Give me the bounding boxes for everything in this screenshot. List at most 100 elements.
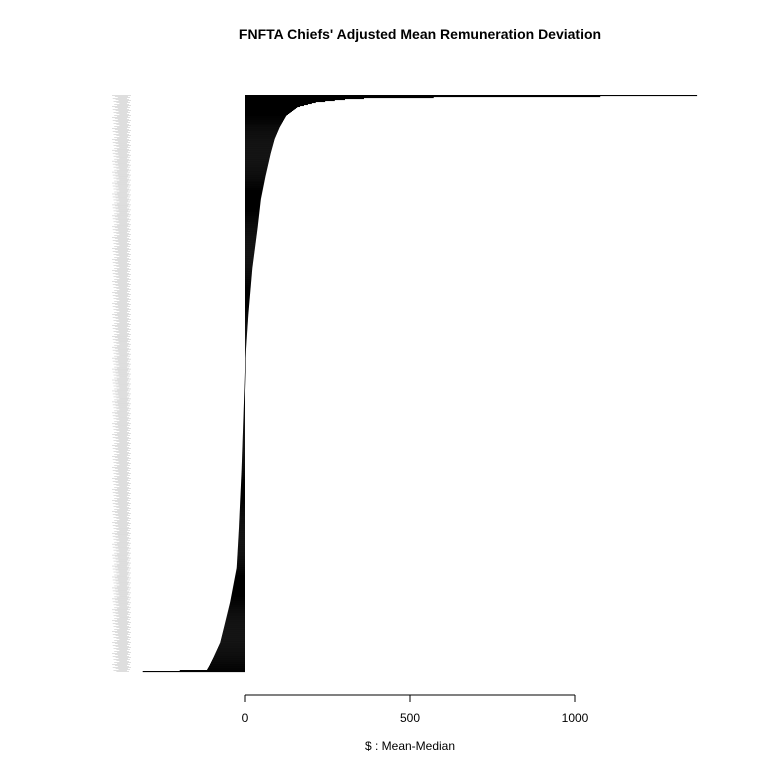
bar — [245, 101, 316, 104]
bar — [245, 218, 259, 220]
bar — [242, 446, 245, 448]
bar — [240, 494, 245, 497]
bar — [245, 346, 247, 348]
bar — [245, 220, 259, 222]
bar — [245, 371, 246, 373]
bar — [245, 325, 248, 327]
bar — [233, 585, 245, 587]
bar — [222, 634, 245, 636]
bar — [245, 204, 261, 206]
bar — [243, 429, 245, 431]
bar — [241, 481, 245, 484]
bar — [234, 580, 245, 582]
bar-series — [142, 95, 698, 673]
bar — [239, 523, 245, 525]
bar — [241, 472, 245, 474]
bar — [245, 364, 246, 366]
bar — [245, 266, 253, 268]
bar — [238, 538, 245, 540]
bar — [242, 450, 245, 452]
bar — [245, 369, 246, 371]
bar — [216, 650, 245, 652]
bar — [237, 561, 245, 563]
bar — [242, 459, 245, 461]
bar — [243, 427, 245, 429]
bar — [245, 282, 252, 284]
bar — [245, 303, 250, 306]
bar — [239, 508, 245, 510]
bar — [245, 224, 258, 226]
bar — [243, 404, 245, 406]
bar — [241, 464, 245, 466]
bar — [245, 308, 249, 310]
bar — [245, 296, 250, 299]
bar — [245, 259, 254, 261]
bar — [245, 335, 247, 337]
bar — [236, 564, 245, 566]
bar — [210, 663, 245, 665]
bar — [245, 247, 255, 249]
bar — [207, 668, 245, 670]
bar — [142, 671, 245, 673]
bar — [242, 437, 245, 439]
bar — [241, 477, 245, 479]
bar — [244, 377, 246, 379]
bar — [245, 279, 252, 281]
bar — [233, 584, 245, 586]
bar — [245, 344, 247, 346]
bar — [242, 445, 245, 447]
bar — [245, 175, 266, 177]
bar — [245, 340, 247, 342]
bar — [244, 394, 245, 396]
bar — [245, 304, 250, 307]
bar — [239, 525, 245, 527]
bar — [240, 485, 245, 488]
bar — [243, 408, 245, 410]
bar — [245, 317, 249, 319]
bar — [218, 646, 245, 648]
bar — [245, 184, 264, 186]
bar — [245, 179, 265, 181]
bar — [245, 355, 246, 357]
bar — [228, 607, 245, 609]
bar — [245, 109, 294, 112]
bar — [242, 439, 245, 441]
bar — [240, 492, 245, 495]
bar — [245, 120, 283, 122]
bar — [232, 590, 245, 592]
bar — [245, 170, 267, 172]
bar — [245, 159, 270, 161]
bar — [241, 480, 245, 483]
bar — [245, 245, 256, 247]
bar — [245, 197, 262, 199]
bar — [242, 447, 245, 449]
bar — [245, 143, 274, 145]
bar — [241, 471, 245, 473]
bar — [245, 217, 259, 219]
bar — [225, 619, 245, 621]
bar — [240, 498, 245, 500]
bar — [240, 489, 245, 492]
bar — [244, 383, 246, 385]
bar — [245, 131, 278, 133]
bar — [225, 620, 245, 622]
bar — [245, 106, 298, 109]
bar — [242, 455, 245, 457]
bar — [245, 227, 258, 229]
bar — [243, 428, 245, 430]
bar — [245, 172, 267, 174]
bar — [245, 225, 258, 227]
bar — [245, 136, 276, 138]
bar — [244, 392, 245, 394]
bar — [241, 465, 245, 467]
bar — [227, 613, 245, 615]
bar — [240, 484, 245, 487]
bar — [245, 111, 291, 114]
bar — [245, 354, 246, 356]
bar — [242, 460, 245, 462]
bar — [238, 544, 245, 546]
bar — [245, 285, 251, 287]
bar — [245, 331, 248, 333]
bar — [245, 246, 256, 248]
bar — [238, 532, 245, 534]
